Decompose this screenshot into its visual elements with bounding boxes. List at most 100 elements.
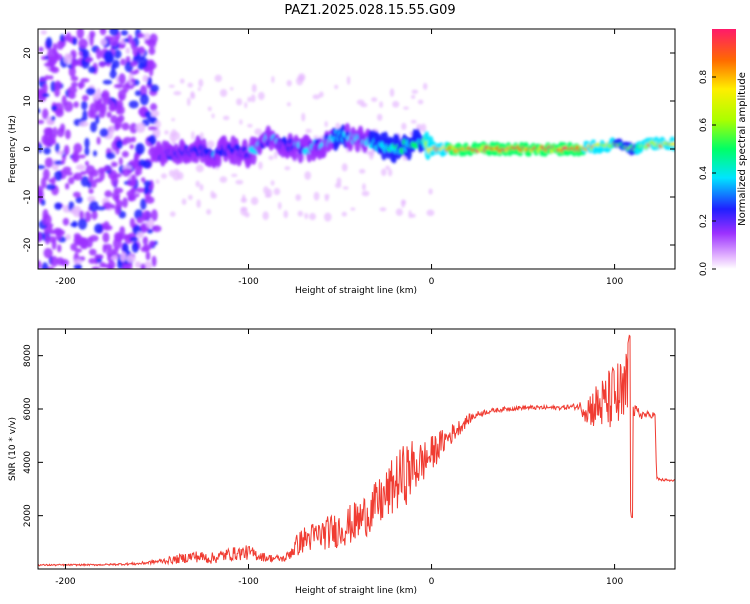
heatmap-cell: [117, 89, 127, 101]
heatmap-cell: [304, 171, 312, 180]
heatmap-cell: [113, 83, 124, 89]
heatmap-cell: [145, 251, 151, 261]
heatmap-cell: [102, 243, 107, 254]
heatmap-cell: [411, 89, 419, 94]
heatmap-cell: [250, 196, 259, 206]
heatmap-cell: [312, 94, 321, 100]
heatmap-cell: [172, 172, 181, 181]
heatmap-cell: [44, 75, 50, 80]
heatmap-cell: [149, 103, 158, 112]
heatmap-cell: [99, 29, 107, 36]
heatmap-cell: [41, 262, 49, 269]
heatmap-cell: [40, 199, 46, 206]
heatmap-cell: [55, 142, 60, 153]
heatmap-cell: [61, 95, 67, 107]
heatmap-cell: [168, 84, 175, 88]
heatmap-cell: [140, 177, 146, 183]
heatmap-cell: [410, 119, 417, 124]
heatmap-cell: [51, 176, 56, 185]
heatmap-cell: [134, 261, 142, 268]
heatmap-cell: [82, 109, 88, 122]
heatmap-cell: [38, 46, 44, 52]
heatmap-cell: [130, 40, 136, 50]
heatmap-cell: [102, 97, 113, 105]
heatmap-cell: [324, 193, 330, 199]
heatmap-cell: [129, 122, 138, 134]
snr-ticks: -200 -100 0 100 2000 4000 6000 8000: [23, 329, 675, 587]
heatmap-cell: [309, 212, 317, 221]
heatmap-cell: [51, 105, 58, 112]
heatmap-cell: [73, 143, 83, 154]
heatmap-cell: [171, 138, 176, 145]
heatmap-cell: [38, 260, 42, 269]
heatmap-cell: [148, 46, 156, 56]
heatmap-cell: [102, 224, 113, 231]
heatmap-cell: [110, 174, 119, 187]
heatmap-cell: [91, 266, 101, 269]
x-tick-label: 100: [606, 277, 623, 287]
heatmap-cell: [59, 123, 66, 133]
heatmap-cell: [124, 234, 134, 244]
heatmap-cell: [140, 198, 147, 210]
colorbar: 0.0 0.2 0.4 0.6 0.8 Normalized spectral ampl…: [699, 29, 748, 276]
heatmap-cell: [142, 210, 152, 221]
figure-title: PAZ1.2025.028.15.55.G09: [284, 3, 455, 18]
x-tick-label: -100: [238, 577, 259, 587]
heatmap-cell: [112, 59, 120, 69]
heatmap-cell: [191, 131, 195, 140]
heatmap-cell: [75, 164, 86, 171]
heatmap-cell: [113, 231, 123, 242]
heatmap-layer: [38, 29, 675, 269]
heatmap-cell: [115, 117, 122, 130]
snr-y-axis-label: SNR (10 * v/v): [8, 417, 18, 481]
heatmap-cell: [142, 74, 149, 83]
heatmap-cell: [336, 177, 342, 186]
heatmap-cell: [88, 66, 97, 74]
heatmap-cell: [50, 255, 58, 268]
heatmap-cell: [428, 188, 433, 195]
heatmap-cell: [139, 57, 149, 69]
heatmap-cell: [111, 255, 118, 261]
heatmap-cell: [84, 147, 90, 156]
heatmap-cell: [199, 184, 204, 191]
heatmap-cell: [79, 210, 84, 220]
heatmap-cell: [59, 34, 66, 43]
heatmap-cell: [95, 254, 104, 259]
heatmap-cell: [139, 93, 149, 106]
heatmap-cell: [109, 124, 115, 135]
heatmap-cell: [67, 176, 75, 185]
heatmap-cell: [250, 94, 256, 103]
heatmap-cell: [89, 30, 96, 39]
heatmap-cell: [38, 108, 41, 114]
heatmap-cell: [100, 92, 109, 98]
heatmap-cell: [173, 91, 182, 96]
heatmap-cell: [48, 75, 54, 80]
heatmap-cell: [50, 115, 56, 121]
x-tick-label: 0: [429, 577, 435, 587]
x-tick-label: -200: [55, 577, 76, 587]
heatmap-cell: [137, 46, 145, 55]
heatmap-cell: [149, 84, 159, 93]
heatmap-cell: [263, 186, 269, 195]
heatmap-cell: [305, 128, 312, 134]
heatmap-cell: [125, 47, 131, 54]
heatmap-cell: [84, 160, 90, 167]
heatmap-cell: [115, 199, 123, 209]
colorbar-tick-label: 0.2: [699, 214, 709, 228]
heatmap-cell: [107, 265, 114, 269]
heatmap-cell: [388, 168, 393, 177]
heatmap-cell: [422, 82, 428, 90]
heatmap-cell: [78, 38, 89, 49]
heatmap-cell: [134, 90, 142, 97]
heatmap-cell: [211, 113, 215, 119]
heatmap-cell: [129, 188, 137, 193]
heatmap-cell: [361, 190, 370, 197]
heatmap-cell: [113, 49, 122, 59]
heatmap-cell: [121, 122, 130, 131]
heatmap-cell: [80, 78, 90, 83]
heatmap-cell: [73, 259, 83, 265]
heatmap-cell: [81, 94, 89, 101]
colorbar-label: Normalized spectral amplitude: [737, 72, 748, 226]
